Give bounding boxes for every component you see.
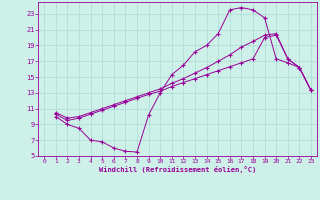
X-axis label: Windchill (Refroidissement éolien,°C): Windchill (Refroidissement éolien,°C) <box>99 166 256 173</box>
